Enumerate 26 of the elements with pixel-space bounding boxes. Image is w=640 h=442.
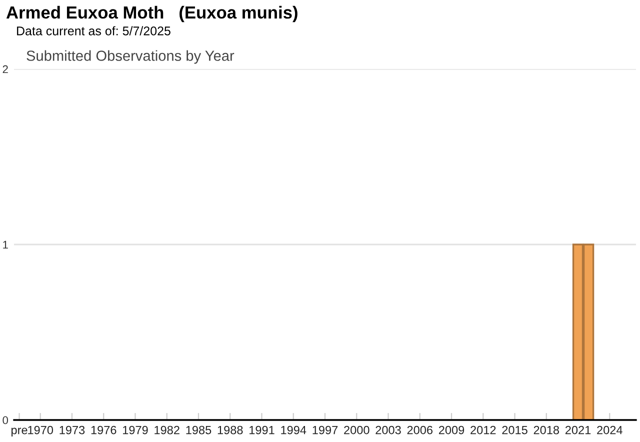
x-tick-label: 1985 [186,426,212,434]
x-tick-label: 2024 [597,426,622,434]
x-tick-label: pre [12,428,28,437]
x-tick-label: 2015 [502,426,528,434]
chart-title: Armed Euxoa Moth (Euxoa munis) [6,6,298,22]
x-tick-label: 2006 [407,426,432,434]
y-tick-label: 0 [2,416,8,424]
x-tick-label: 2009 [438,426,464,434]
x-tick-label: 1982 [154,426,180,434]
chart-subtitle: Data current as of: 5/7/2025 [17,26,170,36]
x-tick-label: 2003 [376,426,401,434]
y-tick-label: 2 [2,65,8,74]
x-tick-label: 2018 [534,426,560,434]
x-tick-label: 2000 [344,426,370,434]
x-tick-label: 1973 [60,426,85,434]
x-tick-label: 1970 [28,426,54,434]
x-tick-label: 1979 [123,426,148,434]
text: Submitted Observations by Year [26,50,234,64]
x-tick-label: 1988 [218,426,243,434]
x-tick-label: 1976 [91,426,116,434]
y-tick-label: 1 [3,240,8,249]
x-tick-label: 1994 [281,426,306,434]
x-tick-label: 1997 [312,426,338,434]
x-tick-label: 1991 [250,426,274,434]
x-tick-label: 2012 [470,426,496,434]
x-tick-label: 2021 [565,426,591,434]
